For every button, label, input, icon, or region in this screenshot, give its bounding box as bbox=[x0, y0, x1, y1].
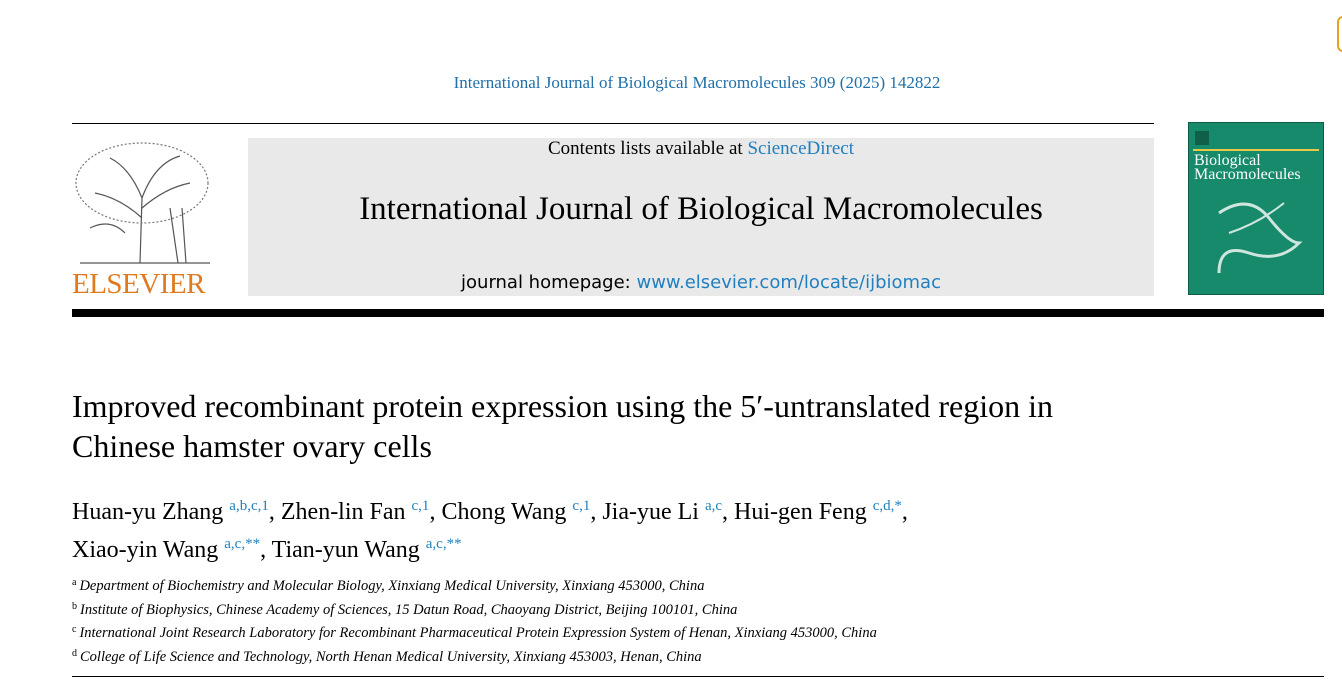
affiliation-key: b bbox=[72, 600, 77, 612]
author: Jia-yue Li a,c, bbox=[602, 498, 729, 525]
author-separator: , bbox=[260, 537, 267, 563]
author-name: Tian-yun Wang bbox=[271, 537, 420, 563]
affiliation-key: a bbox=[72, 577, 77, 588]
author-separator: , bbox=[901, 499, 908, 525]
author-affiliation-refs[interactable]: c,d,* bbox=[872, 498, 902, 514]
author-affiliation-refs[interactable]: a,c,** bbox=[224, 536, 261, 552]
author-name: Jia-yue Li bbox=[602, 499, 699, 525]
author-separator: , bbox=[722, 499, 729, 525]
author-separator: , bbox=[268, 499, 275, 525]
rule bbox=[72, 123, 1154, 124]
affiliation-text: Department of Biochemistry and Molecular… bbox=[79, 578, 705, 594]
journal-title: International Journal of Biological Macr… bbox=[359, 191, 1043, 227]
affiliation-key: d bbox=[72, 647, 77, 659]
contents-prefix: Contents lists available at bbox=[547, 138, 743, 159]
author: Xiao-yin Wang a,c,**, bbox=[72, 536, 267, 563]
homepage-prefix: journal homepage: bbox=[461, 272, 631, 293]
header-bar bbox=[72, 309, 1324, 317]
author-affiliation-refs[interactable]: a,c bbox=[704, 498, 723, 514]
side-tab[interactable] bbox=[1337, 16, 1342, 52]
affiliation-list: a Department of Biochemistry and Molecula… bbox=[72, 573, 1172, 667]
affiliation-text: College of Life Science and Technology, … bbox=[80, 648, 702, 665]
author-list: Huan-yu Zhang a,b,c,1, Zhen-lin Fan c,1,… bbox=[72, 490, 1172, 566]
cover-art bbox=[1193, 131, 1319, 274]
author-affiliation-refs[interactable]: a,c,** bbox=[425, 536, 462, 552]
author-name: Xiao-yin Wang bbox=[72, 537, 219, 563]
article-title: Improved recombinant protein expression … bbox=[72, 388, 1053, 464]
author-name: Chong Wang bbox=[441, 499, 567, 525]
affiliation-text: Institute of Biophysics, Chinese Academy… bbox=[80, 601, 738, 618]
publisher-logo bbox=[75, 142, 210, 264]
contents-line: Contents lists available at ScienceDirec… bbox=[248, 138, 1154, 160]
journal-cover[interactable] bbox=[1188, 122, 1324, 295]
citation[interactable]: International Journal of Biological Macr… bbox=[453, 73, 941, 92]
affiliation: b Institute of Biophysics, Chinese Academ… bbox=[72, 597, 1172, 621]
homepage-line: journal homepage: www.elsevier.com/locat… bbox=[248, 272, 1154, 293]
sciencedirect-link[interactable]: ScienceDirect bbox=[747, 138, 855, 159]
cover-title: Biological Macromolecules bbox=[1194, 152, 1301, 183]
author-name: Huan-yu Zhang bbox=[72, 499, 224, 525]
affiliation-text: International Joint Research Laboratory … bbox=[79, 625, 877, 641]
affiliation: c International Joint Research Laboratory… bbox=[72, 620, 1172, 644]
author-affiliation-refs[interactable]: c,1 bbox=[411, 498, 430, 514]
author-affiliation-refs[interactable]: a,b,c,1 bbox=[229, 498, 269, 514]
author: Chong Wang c,1, bbox=[441, 498, 597, 525]
rule bbox=[72, 676, 1324, 677]
author-name: Hui-gen Feng bbox=[734, 499, 867, 525]
author: Huan-yu Zhang a,b,c,1, bbox=[72, 498, 275, 525]
author-separator: , bbox=[429, 499, 436, 525]
affiliation: a Department of Biochemistry and Molecula… bbox=[72, 573, 1172, 597]
publisher: ELSEVIER bbox=[72, 268, 205, 300]
author: Hui-gen Feng c,d,*, bbox=[734, 498, 908, 525]
author-name: Zhen-lin Fan bbox=[280, 499, 406, 525]
homepage-link[interactable]: www.elsevier.com/locate/ijbiomac bbox=[636, 272, 941, 293]
author-affiliation-refs[interactable]: c,1 bbox=[572, 498, 591, 514]
affiliation: d College of Life Science and Technology,… bbox=[72, 644, 1172, 668]
author: Tian-yun Wang a,c,** bbox=[271, 536, 462, 563]
affiliation-key: c bbox=[72, 624, 77, 635]
author-separator: , bbox=[590, 499, 597, 525]
author: Zhen-lin Fan c,1, bbox=[280, 498, 436, 525]
banner bbox=[248, 138, 1154, 296]
